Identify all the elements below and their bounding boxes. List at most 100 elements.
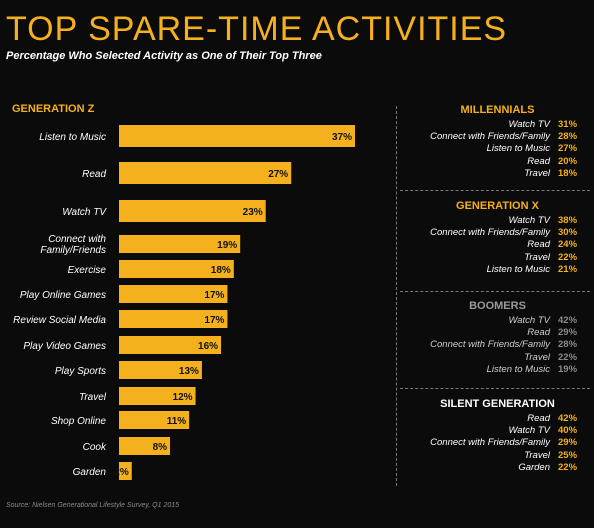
activity-percent: 24% <box>558 239 578 251</box>
bar <box>119 462 132 480</box>
category-label: Play Online Games <box>20 290 106 301</box>
category-label: Read <box>82 169 106 180</box>
horizontal-divider <box>400 291 590 292</box>
activity-label: Listen to Music <box>486 263 550 275</box>
bar-value-label: 18% <box>211 265 231 276</box>
bar-value-label: 17% <box>204 290 224 301</box>
list-item: Travel 22% <box>405 352 590 364</box>
bar <box>119 200 266 222</box>
activity-label: Connect with Friends/Family <box>430 437 550 449</box>
group-title: SILENT GENERATION <box>440 398 555 410</box>
list-item: Watch TV 40% <box>405 425 590 437</box>
group-title: GENERATION X <box>456 200 539 212</box>
bar <box>119 310 228 328</box>
chart-title: GENERATION Z <box>12 103 95 115</box>
bar-value-label: 13% <box>179 366 199 377</box>
category-label: Garden <box>73 467 107 478</box>
activity-percent: 31% <box>558 119 578 130</box>
activity-percent: 29% <box>558 327 578 339</box>
group-millennials: MILLENNIALS Watch TV 31% Connect with Frie… <box>405 104 590 180</box>
group-rows: Watch TV 31% Connect with Friends/Family 28… <box>405 119 590 180</box>
bar-value-label: 23% <box>243 207 263 218</box>
list-item: Read 24% <box>405 239 590 251</box>
activity-label: Read <box>527 155 550 167</box>
bar-value-label: 16% <box>198 341 218 352</box>
activity-label: Connect with Friends/Family <box>430 227 550 239</box>
source-note: Source: Nielsen Generational Lifestyle S… <box>6 502 180 509</box>
group-boomers: BOOMERS Watch TV 42% Read 29% Connect with F… <box>405 300 590 376</box>
list-item: Travel 25% <box>405 450 590 462</box>
activity-percent: 42% <box>558 315 578 326</box>
category-label: Cook <box>83 442 107 453</box>
category-label: Shop Online <box>51 416 106 427</box>
activity-label: Read <box>527 413 550 424</box>
group-rows: Watch TV 42% Read 29% Connect with Friends/F… <box>405 315 590 376</box>
activity-label: Travel <box>524 449 550 461</box>
category-label: Play Video Games <box>23 341 106 352</box>
page-subtitle: Percentage Who Selected Activity as One … <box>6 50 322 62</box>
bar <box>119 336 222 354</box>
bar <box>119 387 196 405</box>
activity-percent: 18% <box>558 167 578 179</box>
activity-label: Listen to Music <box>486 363 550 375</box>
group-title: MILLENNIALS <box>460 104 535 116</box>
page-title: TOP SPARE-TIME ACTIVITIES <box>6 10 508 48</box>
horizontal-divider <box>400 388 590 389</box>
bar-value-label: 17% <box>204 315 224 326</box>
category-label: Review Social Media <box>13 315 106 326</box>
list-item: Connect with Friends/Family 28% <box>405 339 590 351</box>
list-item: Read 42% <box>405 413 590 425</box>
activity-label: Connect with Friends/Family <box>430 131 550 143</box>
list-item: Watch TV 42% <box>405 315 590 327</box>
list-item: Listen to Music 19% <box>405 364 590 376</box>
activity-label: Read <box>527 239 550 251</box>
bar-value-label: 12% <box>173 392 193 403</box>
activity-percent: 22% <box>558 251 578 263</box>
activity-percent: 29% <box>558 437 578 449</box>
activity-percent: 27% <box>558 143 578 155</box>
activity-label: Watch TV <box>508 425 550 437</box>
activity-label: Travel <box>524 251 550 263</box>
activity-percent: 19% <box>558 363 578 375</box>
category-label: Travel <box>79 392 107 403</box>
group-title: BOOMERS <box>469 300 526 312</box>
activity-percent: 22% <box>558 461 578 473</box>
activity-percent: 28% <box>558 131 578 143</box>
list-item: Listen to Music 21% <box>405 264 590 276</box>
activity-label: Read <box>527 327 550 339</box>
bar <box>119 260 234 278</box>
list-item: Travel 18% <box>405 168 590 180</box>
activity-percent: 22% <box>558 351 578 363</box>
list-item: Travel 22% <box>405 252 590 264</box>
list-item: Read 29% <box>405 327 590 339</box>
activity-label: Travel <box>524 351 550 363</box>
genz-bar-chart: 37% Listen to Music 27% Read 23% Watch TV 19% C… <box>13 125 355 480</box>
list-item: Read 20% <box>405 156 590 168</box>
activity-percent: 20% <box>558 155 578 167</box>
group-silent-generation: SILENT GENERATION Read 42% Watch TV 40% Conn… <box>405 398 590 474</box>
list-item: Garden 22% <box>405 462 590 474</box>
bar-value-label: 37% <box>332 132 352 143</box>
bar <box>119 285 228 303</box>
group-rows: Watch TV 38% Connect with Friends/Family 30… <box>405 215 590 276</box>
activity-label: Listen to Music <box>486 143 550 155</box>
list-item: Connect with Friends/Family 29% <box>405 437 590 449</box>
bar <box>119 361 202 379</box>
category-label: Play Sports <box>55 366 106 377</box>
activity-label: Watch TV <box>508 315 550 326</box>
activity-percent: 38% <box>558 215 578 226</box>
vertical-divider <box>396 106 397 486</box>
bar <box>119 235 241 253</box>
list-item: Connect with Friends/Family 28% <box>405 131 590 143</box>
activity-percent: 28% <box>558 339 578 351</box>
list-item: Watch TV 31% <box>405 119 590 131</box>
activity-label: Garden <box>518 461 550 473</box>
bar <box>119 437 171 455</box>
activity-percent: 42% <box>558 413 578 424</box>
group-generation-x: GENERATION X Watch TV 38% Connect with Fri… <box>405 200 590 276</box>
group-rows: Read 42% Watch TV 40% Connect with Friends/F… <box>405 413 590 474</box>
activity-label: Connect with Friends/Family <box>430 339 550 351</box>
activity-percent: 40% <box>558 425 578 437</box>
bar-value-label: 8% <box>153 442 168 453</box>
list-item: Watch TV 38% <box>405 215 590 227</box>
